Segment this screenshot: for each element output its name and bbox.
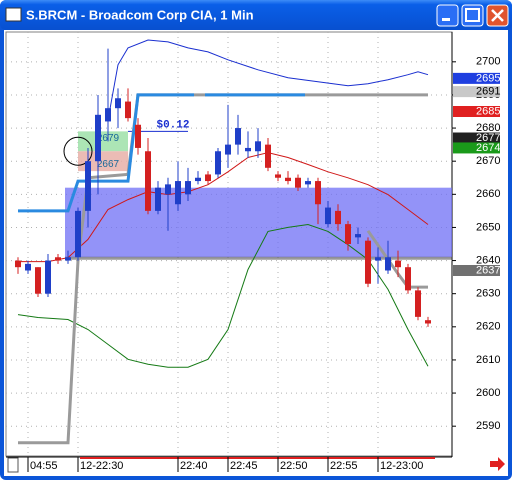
y-tick-label: 2700 — [476, 56, 500, 68]
candle-body — [275, 174, 281, 178]
price-box — [453, 86, 500, 98]
price-box-label: 2677 — [476, 132, 500, 144]
candle-body — [215, 151, 221, 175]
overlay-line — [18, 93, 305, 213]
candle-body — [285, 177, 291, 182]
candle-body — [235, 128, 241, 145]
measure-upper — [78, 131, 128, 152]
overlay-line — [107, 39, 429, 120]
candle-body — [245, 147, 251, 152]
y-tick-label: 2590 — [476, 420, 500, 432]
candle-body — [395, 260, 401, 268]
price-box-label: 2695 — [476, 72, 500, 84]
candle-body — [145, 151, 151, 211]
measure-low-label: 2667 — [97, 159, 120, 170]
price-box-label: 2691 — [476, 86, 500, 98]
overlay-line — [17, 223, 429, 368]
candle-body — [295, 177, 301, 188]
candle-body — [55, 257, 61, 261]
candle-body — [415, 290, 421, 317]
y-tick-label: 2600 — [476, 387, 500, 399]
price-zone — [65, 187, 452, 258]
y-tick-label: 2640 — [476, 254, 500, 266]
price-box-label: 2637 — [476, 264, 500, 276]
app-icon — [5, 7, 22, 22]
price-box — [453, 106, 500, 117]
y-tick-label: 2670 — [476, 155, 500, 167]
candle-body — [305, 181, 311, 185]
measure-label: $0.12 — [156, 119, 189, 131]
candle-body — [315, 181, 321, 205]
candle-body — [375, 257, 381, 261]
candle-body — [195, 177, 201, 182]
overlay-line — [18, 152, 429, 263]
candle-body — [45, 260, 51, 294]
candle-body — [385, 257, 391, 271]
measure-handle — [63, 136, 93, 166]
title-bar — [0, 0, 512, 30]
window-title: S.BRCM - Broadcom Corp CIA, 1 Min — [26, 7, 254, 22]
candle-body — [255, 141, 261, 152]
candle-body — [335, 210, 341, 225]
y-tick-label: 2620 — [476, 321, 500, 333]
chart: 2590 2600 2610 2620 2630 2640 2650 2660 2670 2680… — [6, 32, 500, 472]
scroll-right-arrow[interactable] — [490, 457, 505, 471]
candle-body — [365, 240, 371, 284]
candle-body — [105, 108, 111, 122]
y-tick-label: 2680 — [476, 122, 500, 134]
candle-body — [425, 320, 431, 324]
candle-body — [205, 174, 211, 182]
x-tick-label: 22:55 — [330, 460, 358, 472]
candle-body — [15, 260, 21, 268]
price-box-label: 2674 — [476, 142, 500, 154]
price-box — [453, 72, 500, 84]
x-tick-label: 12-22:30 — [80, 460, 123, 472]
candle-body — [325, 207, 331, 225]
close-button[interactable] — [486, 4, 509, 27]
candle-body — [85, 161, 91, 211]
x-tick-label: 22:40 — [180, 460, 208, 472]
x-tick-label: 04:55 — [30, 460, 58, 472]
candle-body — [25, 263, 31, 271]
candle-body — [405, 267, 411, 291]
candle-body — [65, 257, 71, 261]
candle-body — [175, 181, 181, 205]
candle-body — [125, 101, 131, 119]
price-box — [453, 132, 500, 144]
candle-body — [95, 114, 101, 162]
candle-body — [75, 210, 81, 258]
candle-body — [345, 224, 351, 244]
candle-body — [155, 187, 161, 211]
x-tick-label: 22:50 — [280, 460, 308, 472]
price-box-label: 2685 — [476, 105, 500, 117]
candle-body — [225, 144, 231, 155]
candle-body — [355, 234, 361, 238]
y-tick-label: 2660 — [476, 188, 500, 200]
candle-body — [165, 184, 171, 195]
maximize-button[interactable] — [461, 4, 484, 27]
price-box — [453, 265, 500, 276]
y-tick-label: 2650 — [476, 221, 500, 233]
scroll-box[interactable] — [7, 457, 19, 473]
candle-body — [265, 144, 271, 168]
minimize-button[interactable] — [436, 4, 459, 27]
x-tick-label: 12-23:00 — [380, 460, 423, 472]
x-tick-label: 22:45 — [230, 460, 258, 472]
candle-body — [135, 124, 141, 148]
price-box — [453, 142, 500, 154]
y-tick-label: 2630 — [476, 288, 500, 300]
y-tick-label: 2610 — [476, 354, 500, 366]
candle-body — [185, 181, 191, 195]
candle-body — [115, 98, 121, 109]
candle-body — [35, 267, 41, 294]
